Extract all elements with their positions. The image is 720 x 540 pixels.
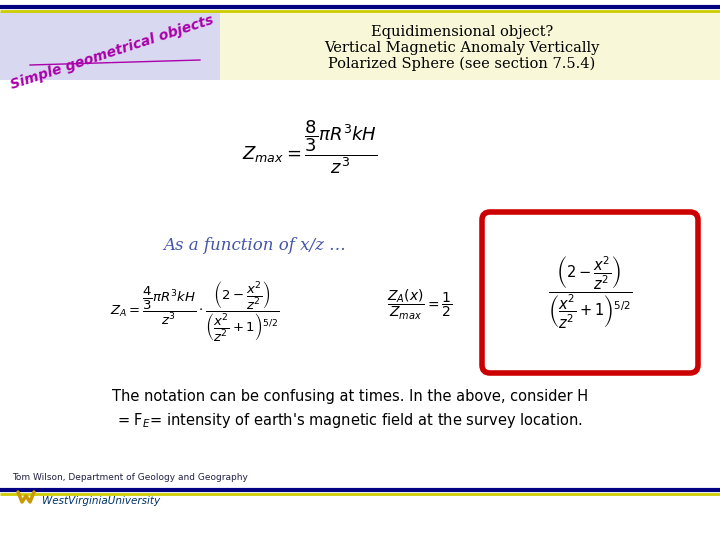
Text: $\dfrac{Z_A(x)}{Z_{max}} = \dfrac{1}{2}$: $\dfrac{Z_A(x)}{Z_{max}} = \dfrac{1}{2}$ [387, 288, 453, 322]
Text: Equidimensional object?
Vertical Magnetic Anomaly Vertically
Polarized Sphere (s: Equidimensional object? Vertical Magneti… [324, 24, 600, 71]
FancyBboxPatch shape [482, 212, 698, 373]
Text: Simple geometrical objects: Simple geometrical objects [9, 12, 215, 92]
Bar [0, 12, 720, 80]
Text: WestVirginiaUniversity: WestVirginiaUniversity [42, 496, 160, 506]
Text: $Z_A = \dfrac{\dfrac{4}{3}\pi R^3 k H}{z^3} \cdot \dfrac{\left(2 - \dfrac{x^2}{z: $Z_A = \dfrac{\dfrac{4}{3}\pi R^3 k H}{z… [110, 280, 279, 344]
Text: = F$_E$= intensity of earth's magnetic field at the survey location.: = F$_E$= intensity of earth's magnetic f… [117, 410, 583, 429]
Text: $Z_{max} = \dfrac{\dfrac{8}{3}\pi R^3 k H}{z^3}$: $Z_{max} = \dfrac{\dfrac{8}{3}\pi R^3 k … [242, 118, 378, 176]
Text: Tom Wilson, Department of Geology and Geography: Tom Wilson, Department of Geology and Ge… [12, 474, 248, 483]
Text: The notation can be confusing at times. In the above, consider H: The notation can be confusing at times. … [112, 389, 588, 404]
Bar [220, 12, 720, 80]
Text: $\dfrac{\left(2 - \dfrac{x^2}{z^2}\right)}{\left(\dfrac{x^2}{z^2}+1\right)^{5/2}: $\dfrac{\left(2 - \dfrac{x^2}{z^2}\right… [548, 255, 632, 331]
Text: As a function of x/z …: As a function of x/z … [163, 237, 346, 253]
